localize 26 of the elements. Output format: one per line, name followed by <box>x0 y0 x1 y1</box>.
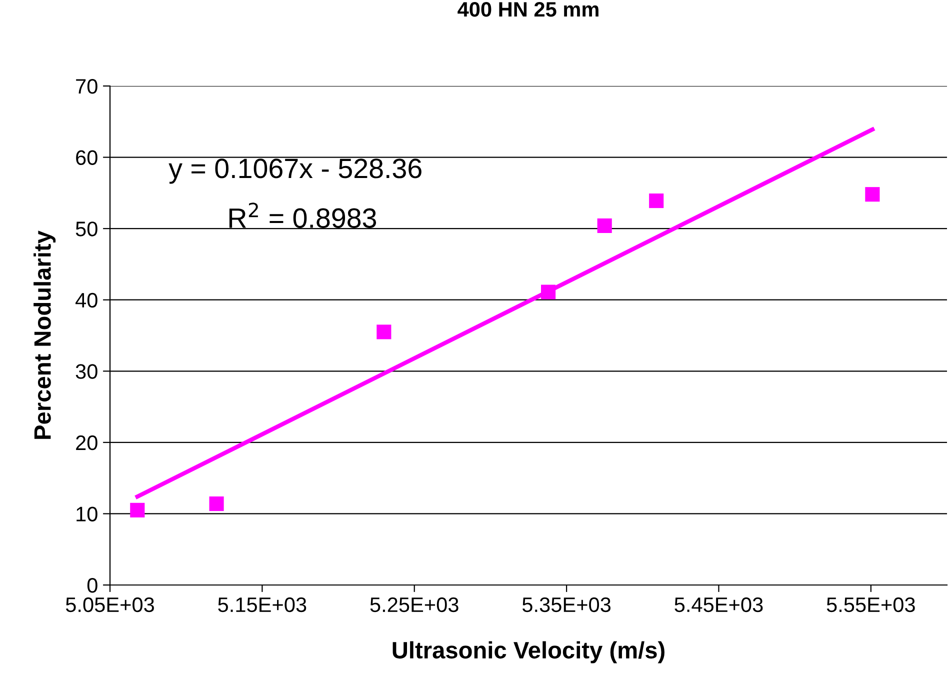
y-axis-title: Percent Nodularity <box>34 230 56 439</box>
chart-title: 400 HN 25 mm <box>458 2 598 17</box>
x-axis-title: Ultrasonic Velocity (m/s) <box>392 641 664 664</box>
point <box>376 324 392 340</box>
x-tick-label: 5.05E+03 <box>66 597 154 612</box>
x-tick-label: 5.25E+03 <box>370 597 458 612</box>
point <box>649 193 664 208</box>
annotation: y = 0.1067x - 528.36 <box>168 158 422 184</box>
y-tick-label: 40 <box>76 292 98 308</box>
x-tick-label: 5.55E+03 <box>826 597 915 612</box>
y-tick-label: 60 <box>76 150 98 166</box>
point <box>597 218 612 234</box>
point <box>865 187 880 202</box>
x-tick-label: 5.15E+03 <box>218 597 306 612</box>
y-tick-label: 50 <box>76 222 98 236</box>
y-tick-label: 0 <box>87 578 98 593</box>
annotation: R$^{2}$ = 0.8983 <box>229 202 376 228</box>
y-tick-label: 70 <box>76 79 98 94</box>
x-tick-label: 5.35E+03 <box>522 597 611 612</box>
y-tick-label: 30 <box>76 364 98 379</box>
point <box>130 502 145 518</box>
y-tick-label: 10 <box>76 506 98 522</box>
point <box>541 284 556 300</box>
x-tick-label: 5.45E+03 <box>674 597 763 612</box>
point <box>209 496 224 512</box>
y-tick-label: 20 <box>76 435 98 450</box>
